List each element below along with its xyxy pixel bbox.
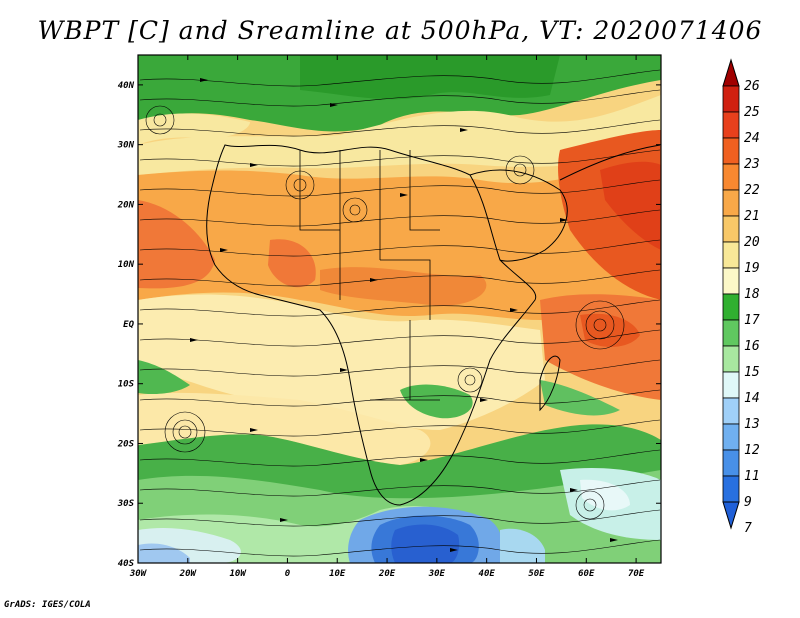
colorbar-segment bbox=[722, 397, 740, 425]
colorbar: 26 25 24 23 22 21 20 19 18 17 16 15 14 13 12 11 9 7 bbox=[722, 58, 760, 536]
streamlines bbox=[139, 69, 661, 557]
colorbar-label: 7 bbox=[744, 521, 752, 536]
colorbar-label: 22 bbox=[744, 183, 760, 198]
streamline-arrow-icon bbox=[190, 78, 618, 552]
colorbar-label: 26 bbox=[744, 79, 760, 94]
lon-label: 10W bbox=[229, 569, 247, 579]
lat-label: 30S bbox=[117, 499, 135, 509]
longitude-axis: 30W 20W 10W 0 10E 20E 30E 40E 50E 60E 70E bbox=[129, 55, 645, 579]
colorbar-arrow-up-icon bbox=[722, 58, 740, 87]
colorbar-label: 24 bbox=[744, 131, 760, 146]
colorbar-label: 12 bbox=[744, 443, 760, 458]
colorbar-label: 17 bbox=[744, 313, 760, 328]
lat-label: 20N bbox=[117, 200, 135, 210]
colorbar-label: 18 bbox=[744, 287, 760, 302]
colorbar-label: 23 bbox=[744, 157, 760, 172]
colorbar-segment bbox=[722, 137, 740, 165]
lon-label: 50E bbox=[528, 569, 545, 579]
lon-label: 20E bbox=[378, 569, 396, 579]
lon-label: 0 bbox=[285, 569, 291, 579]
colorbar-segment bbox=[722, 475, 740, 503]
colorbar-segment bbox=[722, 423, 740, 451]
colorbar-segment bbox=[722, 111, 740, 139]
colorbar-segment bbox=[722, 293, 740, 321]
latitude-axis: 40N 30N 20N 10N EQ 10S 20S 30S 40S bbox=[117, 81, 661, 569]
grads-credit: GrADS: IGES/COLA bbox=[4, 600, 91, 610]
colorbar-label: 9 bbox=[744, 495, 752, 510]
lon-label: 70E bbox=[628, 569, 645, 579]
lat-label: 40N bbox=[118, 81, 135, 91]
map-title: WBPT [C] and Sreamline at 500hPa, VT: 20… bbox=[37, 16, 763, 45]
lon-label: 10E bbox=[329, 569, 346, 579]
colorbar-segment bbox=[722, 215, 740, 243]
lat-label: 30N bbox=[117, 141, 135, 151]
map-frame bbox=[137, 54, 662, 564]
colorbar-segment bbox=[722, 163, 740, 191]
lat-label: 20S bbox=[117, 439, 135, 449]
colorbar-label: 16 bbox=[744, 339, 760, 354]
colorbar-label: 21 bbox=[744, 209, 760, 224]
colorbar-segment bbox=[722, 345, 740, 373]
lon-label: 20W bbox=[179, 569, 198, 579]
lon-label: 30E bbox=[428, 569, 446, 579]
lat-label: 10S bbox=[118, 380, 135, 390]
colorbar-segment bbox=[722, 449, 740, 477]
colorbar-segment bbox=[722, 267, 740, 295]
colorbar-label: 14 bbox=[744, 391, 760, 406]
colorbar-segment bbox=[722, 319, 740, 347]
colorbar-segment bbox=[722, 241, 740, 269]
colorbar-segment bbox=[722, 371, 740, 399]
colorbar-segment bbox=[722, 189, 740, 217]
lon-label: 40E bbox=[479, 569, 496, 579]
lat-label: 40S bbox=[118, 559, 135, 569]
colorbar-segment bbox=[722, 85, 740, 113]
lat-label: EQ bbox=[123, 320, 134, 330]
colorbar-arrow-down-icon bbox=[722, 501, 740, 530]
colorbar-label: 19 bbox=[744, 261, 760, 276]
colorbar-label: 11 bbox=[744, 469, 760, 484]
colorbar-label: 20 bbox=[744, 235, 760, 250]
lat-label: 10N bbox=[118, 260, 135, 270]
colorbar-label: 15 bbox=[744, 365, 760, 380]
colorbar-label: 13 bbox=[744, 417, 760, 432]
lon-label: 60E bbox=[578, 569, 595, 579]
lon-label: 30W bbox=[129, 569, 148, 579]
colorbar-label: 25 bbox=[744, 105, 760, 120]
